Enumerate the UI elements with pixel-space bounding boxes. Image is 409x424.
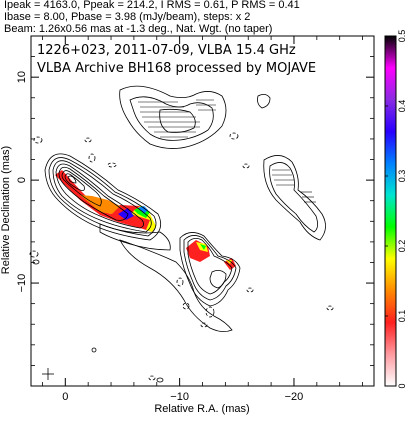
contours bbox=[29, 85, 334, 383]
pol-core-orange bbox=[80, 195, 120, 214]
x-tick-label: 0 bbox=[62, 391, 68, 403]
colorbar: 0 0.1 0.2 0.3 0.4 0.5 bbox=[384, 30, 407, 389]
header-line-3: Beam: 1.26x0.56 mas at -1.3 deg., Nat. W… bbox=[4, 23, 272, 35]
header-line-2: Ibase = 8.00, Pbase = 3.98 (mJy/beam), s… bbox=[4, 11, 250, 23]
pol-knot1-blue bbox=[138, 206, 148, 214]
colorbar-tick-label: 0.2 bbox=[397, 240, 407, 253]
x-tick-label: −10 bbox=[170, 391, 189, 403]
header-line-1: Ipeak = 4163.0, Ppeak = 214.2, I RMS = 0… bbox=[4, 0, 300, 11]
y-tick-label: 0 bbox=[16, 177, 28, 183]
pol-knot2-green bbox=[200, 244, 206, 250]
y-tick-label: −10 bbox=[16, 274, 28, 293]
y-axis-label: Relative Declination (mas) bbox=[0, 146, 12, 274]
y-axis-ticks: 10 0 −10 bbox=[16, 56, 374, 366]
colorbar-tick-label: 0 bbox=[397, 383, 407, 388]
chart-title: 1226+023, 2011-07-09, VLBA 15.4 GHz bbox=[37, 43, 296, 58]
plot-area: 1226+023, 2011-07-09, VLBA 15.4 GHz VLBA… bbox=[16, 35, 375, 403]
pol-knot3-yellow bbox=[226, 260, 232, 264]
colorbar-tick-label: 0.3 bbox=[397, 170, 407, 183]
plot-frame bbox=[30, 35, 375, 387]
y-tick-label: 10 bbox=[16, 71, 28, 83]
colorbar-gradient bbox=[384, 35, 397, 387]
colorbar-tick-label: 0.5 bbox=[397, 30, 407, 43]
x-axis-ticks: 0 −10 −20 bbox=[42, 36, 363, 403]
beam-marker bbox=[42, 368, 54, 380]
chart-subtitle: VLBA Archive BH168 processed by MOJAVE bbox=[37, 61, 316, 76]
colorbar-tick-label: 0.4 bbox=[397, 100, 407, 113]
x-tick-label: −20 bbox=[285, 391, 304, 403]
colorbar-tick-label: 0.1 bbox=[397, 310, 407, 323]
hatch-overlay bbox=[138, 99, 316, 203]
colorbar-ticks: 0 0.1 0.2 0.3 0.4 0.5 bbox=[385, 30, 407, 389]
x-axis-label: Relative R.A. (mas) bbox=[154, 403, 249, 415]
